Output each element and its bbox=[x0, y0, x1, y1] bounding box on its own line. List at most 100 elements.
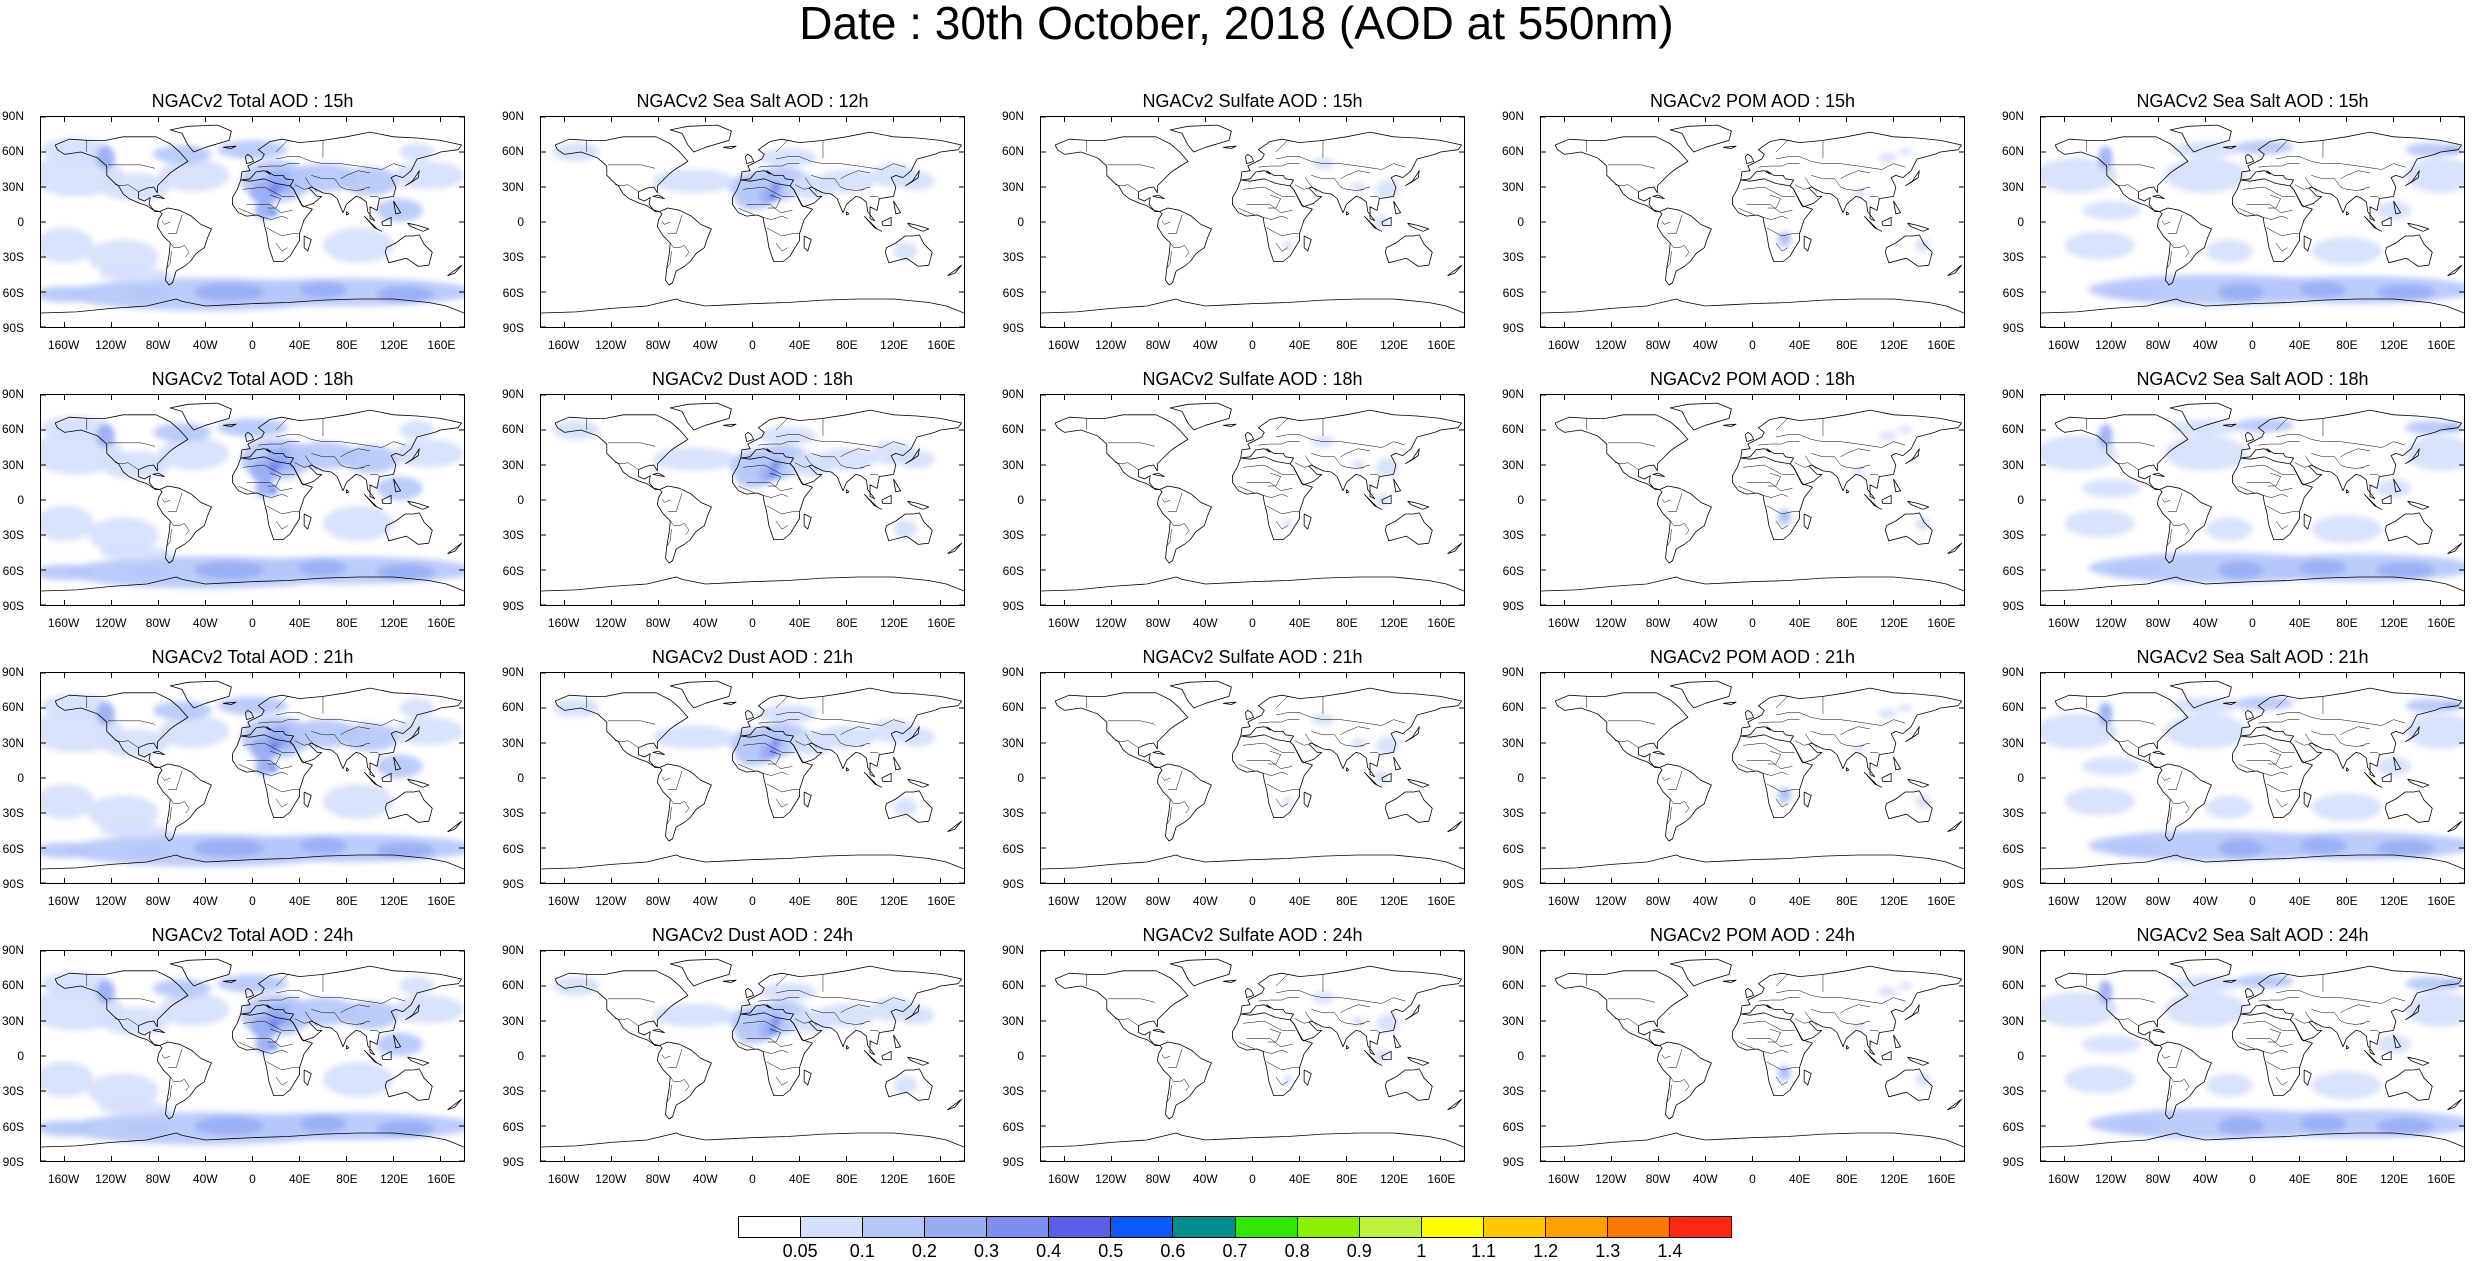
lat-label: 30N bbox=[1501, 735, 1524, 750]
lon-label: 160W bbox=[1547, 1172, 1580, 1186]
coastline bbox=[2363, 1049, 2383, 1066]
country-border bbox=[2107, 164, 2156, 169]
lon-label: 40E bbox=[789, 1172, 811, 1186]
coastline bbox=[169, 958, 232, 987]
country-border bbox=[1775, 990, 1906, 1004]
lat-label: 90S bbox=[2, 599, 24, 613]
lon-label: 120E bbox=[380, 338, 409, 352]
aod-blob bbox=[771, 183, 781, 191]
lat-label: 60N bbox=[1001, 978, 1024, 993]
aod-blob bbox=[759, 187, 774, 206]
aod-blob bbox=[399, 976, 435, 996]
country-border bbox=[1246, 204, 1293, 213]
country-border bbox=[275, 798, 288, 808]
coastline bbox=[905, 726, 920, 743]
coastline bbox=[863, 771, 883, 788]
coastline bbox=[1041, 854, 1464, 870]
coastline bbox=[1947, 820, 1963, 833]
lat-label: 0 bbox=[1017, 493, 1024, 507]
coastline bbox=[2240, 131, 2463, 222]
country-border bbox=[1746, 482, 1793, 491]
coastline bbox=[2156, 763, 2212, 842]
coastline bbox=[1554, 414, 1689, 490]
coastline bbox=[652, 1028, 665, 1034]
aod-blob bbox=[2299, 559, 2347, 576]
aod-blob bbox=[96, 702, 115, 726]
country-border bbox=[775, 156, 906, 170]
coastline bbox=[405, 170, 420, 187]
aod-blob bbox=[158, 993, 230, 1026]
country-border bbox=[2161, 776, 2171, 781]
aod-blob bbox=[771, 1017, 781, 1025]
country-border bbox=[1275, 1076, 1288, 1086]
country-border bbox=[1666, 529, 1672, 547]
colorbar-label: 1.1 bbox=[1470, 1241, 1497, 1261]
aod-blob bbox=[2170, 975, 2241, 992]
country-border bbox=[2340, 448, 2371, 458]
aod-blob bbox=[193, 1116, 265, 1136]
coastline bbox=[384, 234, 433, 267]
coastline bbox=[884, 512, 933, 545]
colorbar-label: 0.05 bbox=[782, 1241, 818, 1261]
main-title: Date : 30th October, 2018 (AOD at 550nm) bbox=[799, 0, 1674, 49]
coastline bbox=[1223, 979, 1237, 983]
coastline bbox=[1907, 222, 1930, 232]
country-border bbox=[1340, 170, 1371, 180]
country-border bbox=[167, 770, 183, 790]
country-border bbox=[758, 163, 800, 168]
country-border bbox=[1738, 763, 1755, 772]
aod-blob bbox=[299, 559, 347, 576]
lon-label: 80W bbox=[2145, 338, 2171, 352]
aod-blob bbox=[2375, 201, 2412, 220]
map-frame bbox=[540, 672, 965, 884]
country-border bbox=[262, 493, 288, 498]
coastline bbox=[223, 979, 237, 983]
aod-blob bbox=[123, 1121, 171, 1136]
lat-label: 60S bbox=[2, 841, 24, 856]
coastline bbox=[240, 131, 463, 222]
map-panel: NGACv2 Sulfate AOD : 24h 90N 60N 30N 0 30S 60S… bbox=[1000, 925, 1495, 1204]
aod-blob bbox=[2299, 1115, 2347, 1132]
coastline bbox=[1245, 431, 1255, 443]
colorbar-swatch bbox=[1421, 1217, 1484, 1237]
coastline bbox=[1893, 200, 1901, 215]
coastline bbox=[907, 222, 930, 232]
world-map bbox=[2041, 951, 2464, 1161]
lat-label: 90S bbox=[1502, 321, 1524, 335]
country-border bbox=[1370, 196, 1380, 199]
country-border bbox=[840, 726, 871, 736]
coastline bbox=[240, 409, 463, 500]
aod-blob bbox=[2405, 991, 2464, 1027]
lat-label: 30S bbox=[2, 528, 24, 543]
coastline bbox=[907, 1056, 930, 1066]
aod-field bbox=[1777, 426, 1930, 531]
country-border bbox=[1794, 740, 1809, 746]
lon-label: 0 bbox=[1249, 894, 1256, 908]
country-border bbox=[1870, 752, 1880, 755]
aod-blob bbox=[217, 418, 288, 437]
country-border bbox=[267, 194, 282, 209]
country-border bbox=[1294, 462, 1309, 468]
lon-label: 40E bbox=[1789, 338, 1811, 352]
map-panel: NGACv2 Total AOD : 15h 90N 60N 30N 0 30S 60S 90… bbox=[0, 91, 495, 370]
lon-label: 80E bbox=[2336, 616, 2358, 630]
country-border bbox=[1275, 798, 1288, 808]
lon-label: 120E bbox=[2380, 338, 2409, 352]
coastline bbox=[1405, 170, 1420, 187]
aod-blob bbox=[193, 838, 265, 858]
country-border bbox=[2311, 731, 2365, 747]
lon-label: 160E bbox=[427, 338, 456, 352]
aod-blob bbox=[2375, 283, 2435, 301]
country-border bbox=[775, 1076, 788, 1086]
lat-label: 30S bbox=[2, 250, 24, 265]
aod-blob bbox=[287, 441, 359, 470]
country-border bbox=[238, 207, 255, 216]
aod-blob bbox=[2375, 479, 2412, 498]
map-panel: NGACv2 Sea Salt AOD : 18h 90N 60N 30N 0 30S 60… bbox=[2000, 369, 2473, 648]
coastlines bbox=[1041, 124, 1464, 314]
country-border bbox=[661, 220, 671, 225]
coastline bbox=[1669, 680, 1732, 709]
lon-label: 160E bbox=[927, 338, 956, 352]
coastlines bbox=[541, 402, 964, 592]
country-border bbox=[1738, 485, 1755, 494]
